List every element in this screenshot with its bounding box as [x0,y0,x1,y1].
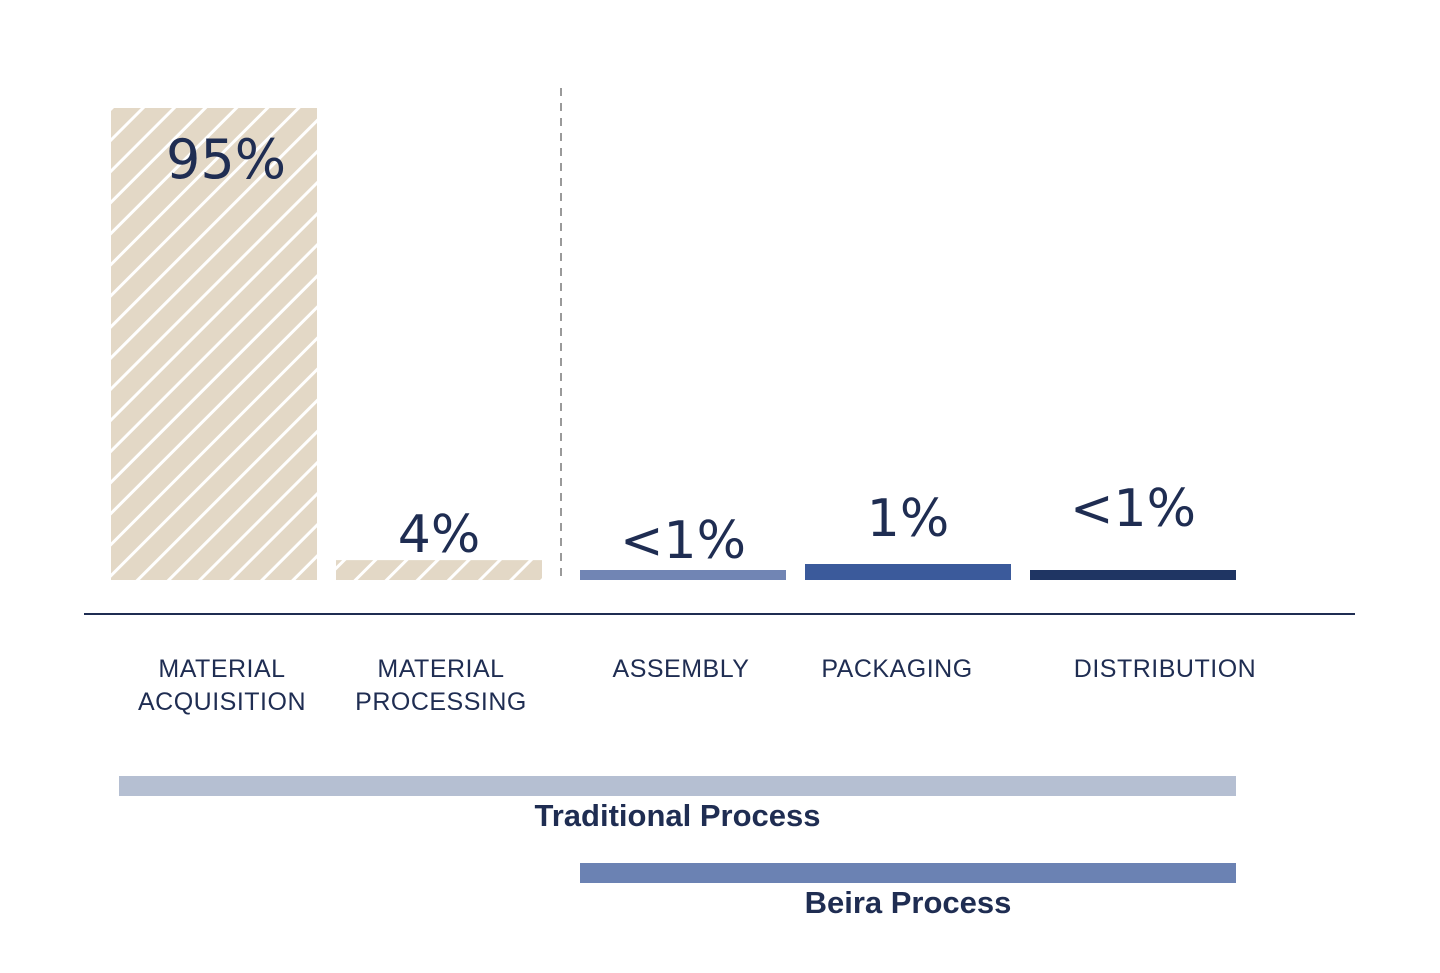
data-label-1: 4% [398,505,481,565]
data-label-3: 1% [867,489,950,549]
bars-group [111,108,1236,580]
category-label-line: PACKAGING [821,655,972,683]
bar-3 [805,564,1011,580]
category-labels-group: MATERIAL ACQUISITION MATERIAL PROCESSING ASS… [138,655,1256,716]
data-label-2: <1% [620,511,746,571]
process-range-label-1: Beira Process [805,885,1012,920]
data-label-4: <1% [1070,479,1196,539]
category-label-line: MATERIAL [377,655,504,683]
category-label-line: DISTRIBUTION [1074,655,1256,683]
category-label-1: MATERIAL PROCESSING [355,655,527,716]
bar-2 [580,570,786,580]
category-label-line: PROCESSING [355,688,527,716]
process-range-bar-1 [580,863,1236,883]
category-label-2: ASSEMBLY [613,655,750,683]
process-range-label-0: Traditional Process [535,798,821,833]
bar-0 [111,108,317,580]
bar-4 [1030,570,1236,580]
category-label-0: MATERIAL ACQUISITION [138,655,306,716]
category-label-4: DISTRIBUTION [1074,655,1256,683]
category-label-line: MATERIAL [158,655,285,683]
category-label-line: ASSEMBLY [613,655,750,683]
category-label-line: ACQUISITION [138,688,306,716]
process-ranges-group: Traditional Process Beira Process [119,776,1236,920]
data-label-0: 95% [166,128,286,191]
process-range-bar-0 [119,776,1236,796]
data-labels-group: 95% 4% <1% 1% <1% [166,128,1196,571]
category-label-3: PACKAGING [821,655,972,683]
bar-1 [336,560,542,580]
